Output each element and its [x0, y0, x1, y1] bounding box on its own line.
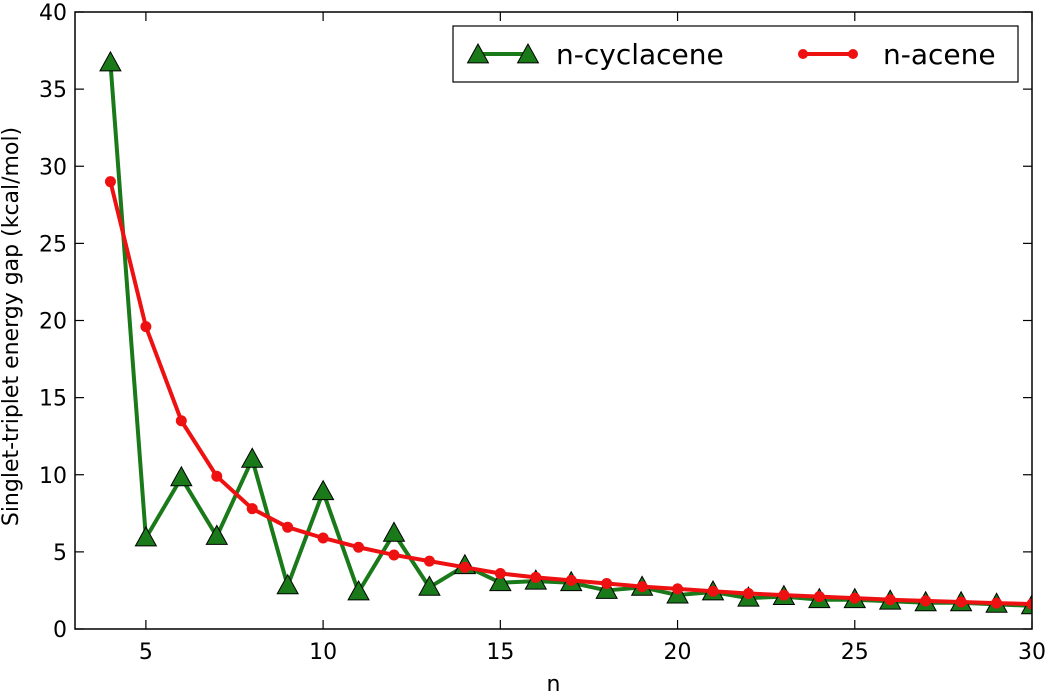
x-tick-label: 30	[1018, 640, 1046, 665]
data-point	[382, 521, 406, 542]
y-tick-label: 20	[39, 310, 67, 335]
data-point	[347, 579, 370, 601]
data-point	[565, 574, 577, 586]
data-point	[778, 589, 790, 601]
data-point	[311, 479, 335, 501]
data-point	[388, 549, 400, 561]
data-point	[276, 573, 299, 595]
y-tick-label: 10	[39, 464, 67, 489]
data-point	[530, 571, 542, 583]
x-tick-label: 5	[139, 640, 153, 665]
data-point	[418, 575, 441, 596]
data-point	[707, 585, 719, 597]
y-axis-label: Singlet-triplet energy gap (kcal/mol)	[0, 127, 24, 526]
data-point	[955, 596, 967, 608]
data-point	[170, 465, 193, 487]
legend-marker	[848, 49, 858, 59]
legend-marker	[798, 49, 808, 59]
legend-marker	[516, 42, 540, 64]
data-point	[205, 524, 229, 545]
data-point	[211, 470, 223, 482]
data-point	[494, 567, 506, 579]
legend-label: n-acene	[883, 38, 996, 71]
y-tick-label: 15	[39, 387, 67, 412]
ticks-layer: 5 10 15 20 25 30 0 5 10 15 20 25 30 35 40	[39, 1, 1046, 665]
data-point	[240, 447, 264, 468]
y-tick-label: 0	[53, 618, 67, 643]
legend-entry: n-cyclacene	[466, 38, 724, 71]
y-tick-label: 25	[39, 232, 67, 257]
x-axis-label: n	[547, 672, 561, 694]
data-point	[459, 561, 471, 573]
data-point	[423, 555, 435, 567]
data-point	[175, 415, 187, 427]
y-tick-label: 30	[39, 155, 67, 180]
data-point	[601, 577, 613, 589]
x-tick-label: 15	[486, 640, 514, 665]
x-tick-label: 25	[841, 640, 869, 665]
data-point	[317, 532, 329, 544]
data-point	[991, 597, 1003, 609]
data-point	[353, 541, 365, 553]
data-point	[1026, 598, 1032, 610]
data-point	[99, 50, 122, 72]
x-tick-label: 20	[664, 640, 692, 665]
data-point	[920, 595, 932, 607]
series-line	[108, 181, 1032, 607]
series-n-cyclacene	[99, 50, 1032, 615]
legend: n-cyclacene n-acene	[452, 25, 1019, 83]
series-n-acene	[104, 176, 1032, 610]
data-point	[884, 594, 896, 606]
data-point	[104, 176, 116, 188]
data-point	[246, 503, 258, 515]
data-point	[672, 583, 684, 595]
series-line	[108, 62, 1032, 608]
y-tick-label: 5	[53, 541, 67, 566]
legend-marker	[466, 42, 490, 64]
data-point	[849, 592, 861, 604]
data-point	[134, 525, 158, 547]
data-point	[742, 588, 754, 600]
legend-entry: n-acene	[798, 38, 996, 71]
legend-label: n-cyclacene	[556, 38, 724, 71]
data-point	[140, 321, 152, 333]
x-tick-label: 10	[309, 640, 337, 665]
y-tick-label: 40	[39, 1, 67, 26]
data-point	[489, 570, 512, 592]
data-point	[813, 591, 825, 603]
legend-box	[452, 25, 1019, 83]
data-point	[636, 581, 648, 593]
y-tick-label: 35	[39, 78, 67, 103]
data-point	[282, 521, 294, 533]
series-layer	[99, 50, 1032, 615]
